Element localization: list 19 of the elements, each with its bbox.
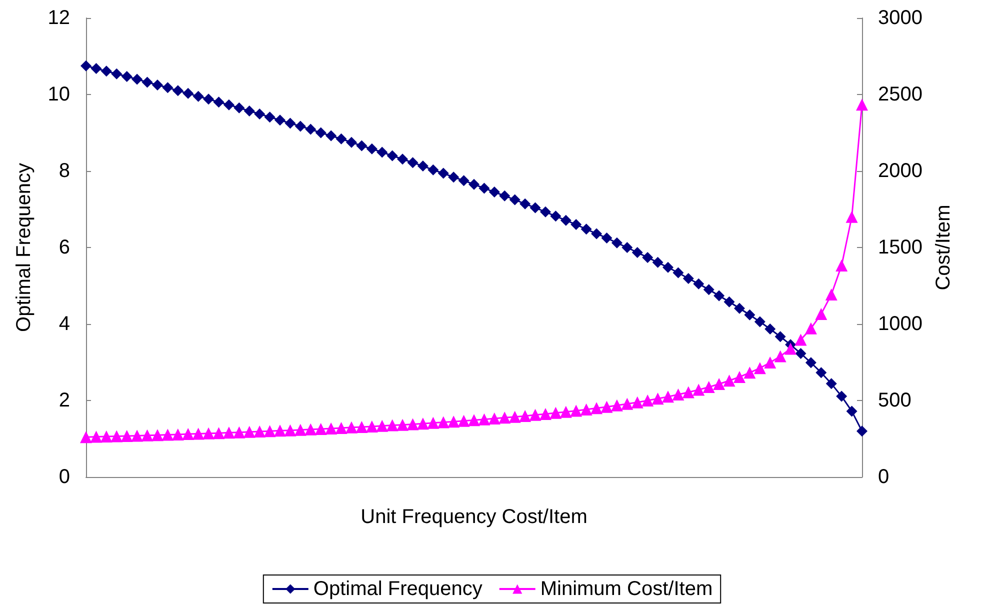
y-axis-title: Optimal Frequency: [13, 163, 35, 332]
x-axis-title: Unit Frequency Cost/Item: [360, 506, 588, 528]
legend-label: Minimum Cost/Item: [540, 578, 713, 600]
y-tick-label: 6: [58, 236, 70, 258]
y2-tick-label: 0: [878, 466, 890, 488]
y-tick-label: 0: [58, 466, 70, 488]
y2-tick-label: 2000: [878, 160, 922, 182]
y2-tick-label: 1000: [878, 313, 922, 335]
y2-axis-title: Cost/Item: [932, 204, 954, 290]
y-tick-label: 8: [58, 160, 70, 182]
y-tick-label: 12: [48, 7, 70, 29]
y-tick-label: 10: [48, 84, 70, 106]
y2-tick-label: 500: [878, 390, 912, 412]
legend-label: Optimal Frequency: [313, 578, 482, 600]
y2-tick-label: 1500: [878, 236, 922, 258]
y-tick-label: 2: [58, 390, 70, 412]
y2-tick-label: 2500: [878, 84, 922, 106]
y-tick-label: 4: [58, 313, 70, 335]
y2-tick-label: 3000: [878, 7, 922, 29]
